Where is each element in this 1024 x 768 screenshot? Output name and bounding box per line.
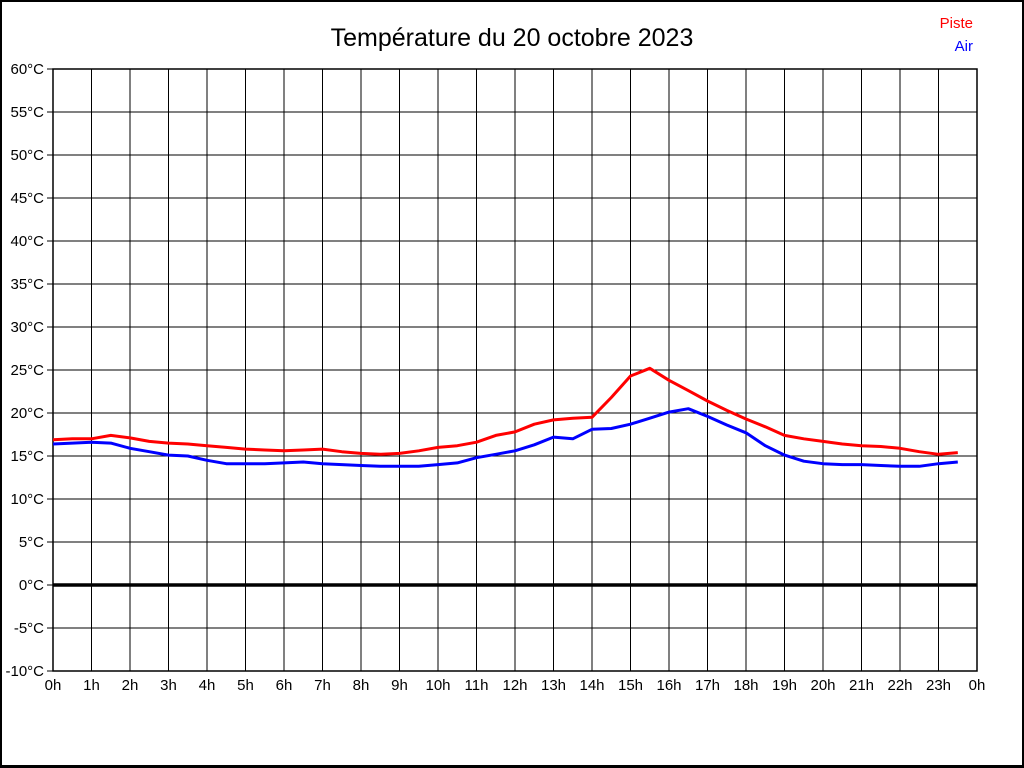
x-tick-label: 4h (199, 677, 216, 694)
legend-item-air: Air (954, 38, 973, 55)
series-line-air (52, 407, 958, 468)
y-tick-label: 50°C (10, 147, 44, 164)
x-tick-label: 21h (849, 677, 874, 694)
x-tick-label: 7h (314, 677, 331, 694)
x-tick-label: 1h (83, 677, 100, 694)
y-tick-label: 0°C (19, 577, 44, 594)
y-tick-label: 60°C (10, 61, 44, 78)
y-tick-label: 20°C (10, 405, 44, 422)
series-line-piste (52, 366, 958, 456)
y-axis-ticks (47, 68, 53, 672)
x-tick-label: 8h (353, 677, 370, 694)
x-tick-label: 13h (541, 677, 566, 694)
y-tick-label: 15°C (10, 448, 44, 465)
chart-title: Température du 20 octobre 2023 (330, 24, 694, 52)
y-tick-label: 10°C (10, 491, 44, 508)
y-tick-label: 40°C (10, 233, 44, 250)
x-tick-label: 23h (926, 677, 951, 694)
x-tick-label: 20h (810, 677, 835, 694)
x-tick-label: 22h (887, 677, 912, 694)
chart-legend: Piste Air (940, 12, 973, 58)
y-tick-label: 30°C (10, 319, 44, 336)
y-tick-label: -5°C (14, 620, 44, 637)
x-tick-label: 9h (391, 677, 408, 694)
x-tick-label: 0h (969, 677, 986, 694)
x-axis-labels: 0h 1h 2h 3h 4h 5h 6h 7h 8h 9h 10h 11h 12h 13h 14h 15h 16… (45, 677, 986, 694)
x-tick-label: 2h (122, 677, 139, 694)
x-tick-label: 18h (733, 677, 758, 694)
x-tick-label: 17h (695, 677, 720, 694)
x-tick-label: 0h (45, 677, 62, 694)
y-tick-label: 55°C (10, 104, 44, 121)
y-tick-label: -10°C (5, 663, 44, 680)
x-tick-label: 12h (502, 677, 527, 694)
legend-item-piste: Piste (939, 15, 973, 32)
x-tick-label: 19h (772, 677, 797, 694)
y-tick-label: 5°C (19, 534, 44, 551)
plot-frame (52, 68, 978, 672)
y-axis-labels: 60°C 55°C 50°C 45°C 40°C 35°C 30°C 25°C 20°C 15°C… (5, 61, 44, 680)
y-tick-label: 35°C (10, 276, 44, 293)
x-tick-label: 11h (465, 677, 489, 694)
x-tick-label: 14h (579, 677, 604, 694)
y-tick-label: 25°C (10, 362, 44, 379)
x-tick-label: 15h (618, 677, 643, 694)
y-tick-label: 45°C (10, 190, 44, 207)
gridlines (52, 68, 978, 672)
x-tick-label: 16h (656, 677, 681, 694)
x-tick-label: 10h (425, 677, 450, 694)
x-tick-label: 5h (237, 677, 254, 694)
x-tick-label: 3h (160, 677, 177, 694)
x-tick-label: 6h (276, 677, 293, 694)
